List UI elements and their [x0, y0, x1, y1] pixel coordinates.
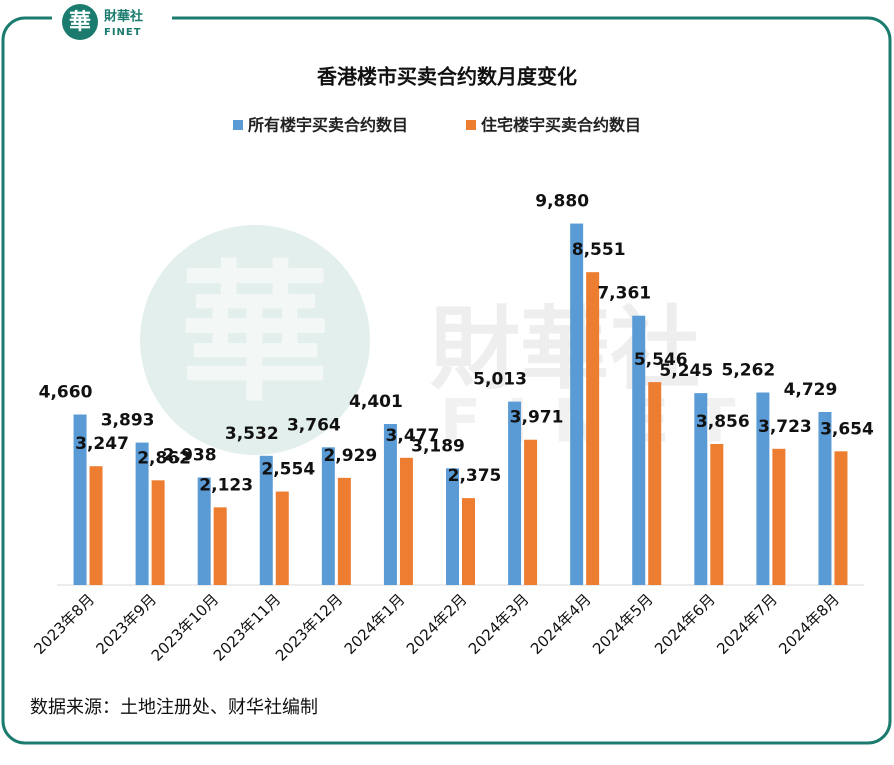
data-label: 3,971 [510, 408, 564, 428]
data-label: 5,262 [721, 360, 775, 380]
bar [570, 223, 584, 585]
data-label: 3,477 [386, 426, 440, 446]
data-label: 3,189 [411, 436, 465, 456]
data-label: 7,361 [597, 284, 651, 304]
bar [321, 447, 335, 585]
data-label: 2,938 [163, 446, 217, 466]
logo-latin: FINET [104, 27, 142, 38]
bar [213, 507, 227, 585]
bar [524, 439, 538, 585]
bar [508, 401, 522, 585]
chart-title: 香港楼市买卖合约数月度变化 [317, 65, 577, 89]
data-label: 4,660 [39, 383, 93, 403]
legend-label: 住宅楼宇买卖合约数目 [481, 116, 641, 135]
legend-swatch [466, 120, 476, 130]
bar [197, 477, 211, 585]
bar [383, 423, 397, 585]
bar [259, 455, 273, 585]
bar [818, 411, 832, 585]
watermark-badge [140, 225, 370, 455]
data-label: 3,723 [758, 417, 812, 437]
data-label: 5,546 [634, 350, 688, 370]
bar [710, 443, 724, 585]
data-label: 3,654 [820, 419, 874, 439]
data-label: 4,401 [349, 392, 403, 412]
bar [462, 498, 475, 585]
data-label: 3,532 [225, 424, 279, 444]
data-label: 8,551 [572, 240, 626, 260]
data-label: 3,856 [696, 412, 750, 432]
source-note: 数据来源：土地注册处、财华社编制 [30, 697, 318, 718]
data-label: 5,013 [473, 370, 527, 390]
bar [756, 392, 770, 585]
data-label: 3,247 [75, 434, 129, 454]
bar [834, 451, 848, 585]
logo-mark: 華 [69, 10, 91, 35]
bar [135, 442, 149, 585]
logo-name: 財華社 [103, 9, 143, 25]
data-label: 2,862 [137, 448, 191, 468]
bar [586, 272, 600, 585]
data-label: 3,764 [287, 415, 341, 435]
bar [446, 468, 459, 585]
data-label: 2,929 [323, 446, 377, 466]
data-label: 9,880 [535, 192, 589, 212]
data-label: 2,554 [261, 460, 315, 480]
bar [632, 315, 646, 585]
logo-badge [62, 4, 98, 40]
bar [275, 491, 289, 585]
bar [772, 448, 786, 585]
legend-label: 所有楼宇买卖合约数目 [248, 116, 408, 135]
bar [399, 457, 413, 585]
data-label: 3,893 [101, 411, 155, 431]
legend-swatch [233, 120, 243, 130]
data-label: 2,375 [448, 466, 502, 486]
data-label: 2,123 [199, 475, 253, 495]
data-label: 4,729 [784, 380, 838, 400]
bar [694, 393, 708, 585]
bar [73, 414, 87, 585]
data-label: 5,245 [659, 361, 713, 381]
bar [648, 382, 662, 585]
watermark-mark: 華 [180, 248, 330, 422]
bar [89, 466, 103, 585]
bar [337, 477, 351, 585]
bar [151, 480, 165, 585]
